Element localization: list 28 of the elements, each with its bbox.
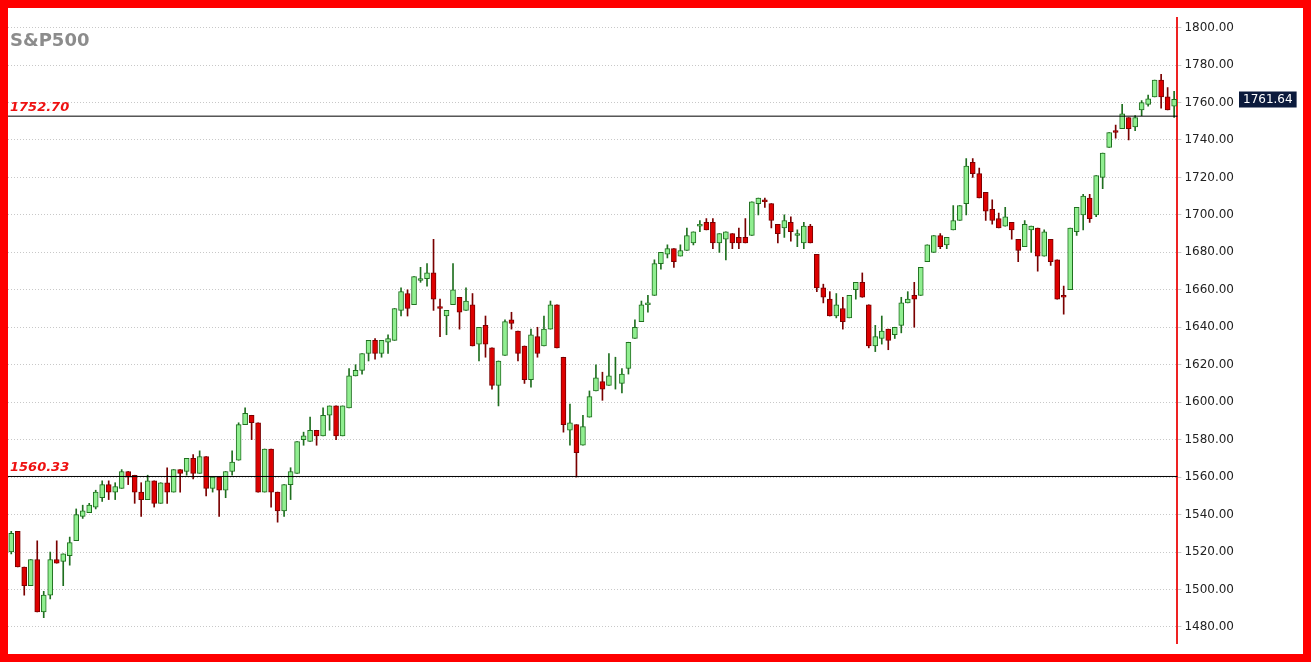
y-tick-label: 1540.00 [1184, 506, 1234, 521]
y-tick-label: 1700.00 [1184, 207, 1234, 221]
candlestick [138, 482, 145, 517]
y-tick-label: 1480.00 [1184, 619, 1234, 634]
candlestick [762, 197, 768, 208]
y-tick-label: 1780.00 [1184, 57, 1234, 72]
y-tick-label: 1720.00 [1184, 169, 1234, 184]
candlestick [697, 220, 703, 233]
text: S&P500 [10, 28, 90, 50]
y-tick-label: 1640.00 [1184, 319, 1234, 334]
y-tick-label: 1800.00 [1184, 19, 1234, 34]
y-tick-label: 1580.00 [1184, 431, 1234, 446]
y-tick-label: 1760.00 [1184, 94, 1234, 109]
y-tick-label: 1680.00 [1184, 244, 1234, 259]
text: 1761.64 [1243, 91, 1293, 106]
y-tick-label: 1740.00 [1184, 132, 1234, 147]
y-tick-label: 1520.00 [1184, 544, 1234, 559]
y-tick-label: 1660.00 [1184, 281, 1234, 296]
y-tick-label: 1600.00 [1184, 394, 1234, 409]
ref-line-label: 1560.33 [10, 459, 70, 475]
candlestick [567, 403, 573, 446]
y-tick-label: 1560.00 [1184, 469, 1234, 484]
ref-line-label: 1752.70 [10, 99, 70, 115]
candlestick [437, 298, 443, 337]
y-tick-label: 1500.00 [1184, 581, 1234, 596]
candlestick [385, 334, 391, 354]
candlestick [53, 540, 60, 564]
y-tick-label: 1620.00 [1184, 356, 1234, 371]
